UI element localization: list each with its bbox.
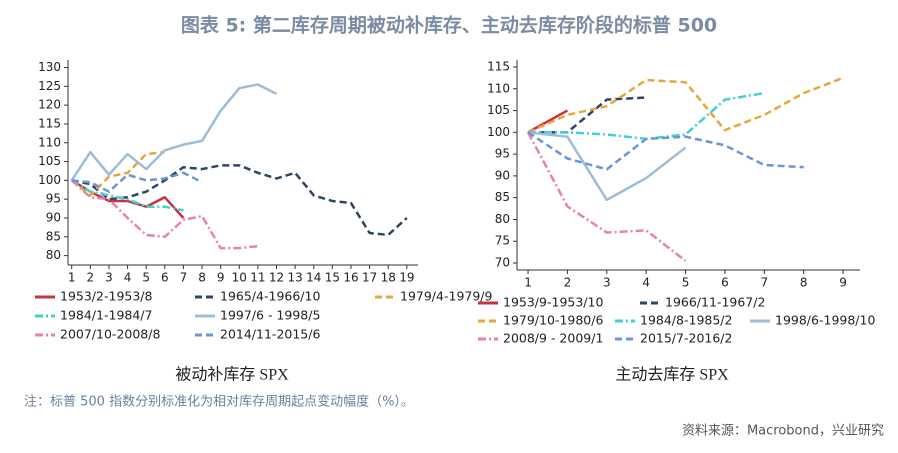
legend-label: 1998/6-1998/10 [775,313,875,328]
y-tick-label: 100 [38,173,61,187]
x-tick-label: 12 [269,271,284,285]
y-tick-label: 75 [495,234,510,248]
series-line [71,179,184,212]
y-tick-label: 110 [487,81,510,95]
y-tick-label: 70 [495,256,510,270]
series-line [527,76,844,134]
figure-title: 图表 5: 第二库存周期被动补库存、主动去库存阶段的标普 500 [181,14,717,37]
x-tick-label: 1 [524,276,532,290]
legend-label: 1984/8-1985/2 [640,313,732,328]
x-tick-label: 17 [362,271,377,285]
x-tick-label: 5 [142,271,150,285]
x-tick-label: 4 [124,271,132,285]
x-tick-label: 14 [306,271,321,285]
y-tick-label: 120 [38,98,61,112]
note: 注：标普 500 指数分别标准化为相对库存周期起点变动幅度（%）。 [24,394,414,410]
legend-label: 1979/4-1979/9 [400,289,493,304]
x-tick-label: 15 [325,271,340,285]
y-tick-label: 80 [46,248,61,262]
y-tick-label: 80 [495,212,510,226]
x-tick-label: 18 [381,271,396,285]
y-tick-label: 115 [487,59,510,73]
y-tick-label: 85 [46,229,61,243]
series-line [71,164,408,237]
legend-label: 1953/9-1953/10 [503,295,603,310]
legend-label: 1997/6 - 1998/5 [220,308,320,323]
x-tick-label: 6 [161,271,169,285]
x-tick-label: 1 [68,271,76,285]
x-tick-label: 9 [839,276,847,290]
x-tick-label: 3 [105,271,113,285]
y-tick-label: 110 [38,135,61,149]
legend-label: 1984/1-1984/7 [60,308,152,323]
legend-label: 1979/10-1980/6 [503,313,603,328]
series-line [70,179,259,250]
legend-label: 1966/11-1967/2 [665,295,765,310]
y-tick-label: 90 [495,168,510,182]
series-line [527,131,804,171]
series-line [528,96,647,134]
legend-label: 2008/9 - 2009/1 [503,331,603,346]
source: 资料来源：Macrobond，兴业研究 [682,424,884,439]
x-tick-label: 19 [399,271,414,285]
series-line [527,131,687,202]
y-tick-label: 85 [495,190,510,204]
y-tick-label: 95 [46,192,61,206]
x-tick-label: 16 [343,271,358,285]
x-tick-label: 5 [682,276,690,290]
x-tick-label: 9 [217,271,225,285]
y-tick-label: 115 [38,116,61,130]
legend-label: 2007/10-2008/8 [60,327,160,342]
legend-label: 1965/4-1966/10 [220,289,320,304]
x-tick-label: 7 [180,271,188,285]
legend-label: 2014/11-2015/6 [220,327,320,342]
x-tick-label: 10 [232,271,247,285]
x-tick-label: 2 [564,276,572,290]
x-tick-label: 8 [800,276,808,290]
x-tick-label: 7 [760,276,768,290]
x-tick-label: 6 [721,276,729,290]
legend-label: 1953/2-1953/8 [60,289,153,304]
x-tick-label: 11 [250,271,265,285]
x-tick-label: 4 [642,276,650,290]
y-tick-label: 105 [487,103,510,117]
y-tick-label: 90 [46,210,61,224]
y-tick-label: 105 [38,154,61,168]
series-line [71,171,203,193]
legend-label: 2015/7-2016/2 [640,331,732,346]
series-line [70,83,278,182]
series-line [527,109,569,134]
y-tick-label: 95 [495,147,510,161]
y-tick-label: 100 [487,125,510,139]
series-line [70,150,165,197]
x-tick-label: 8 [198,271,206,285]
x-tick-label: 2 [87,271,95,285]
y-tick-label: 125 [38,79,61,93]
x-tick-label: 3 [603,276,611,290]
chart-title: 主动去库存 SPX [615,366,729,384]
x-tick-label: 13 [287,271,302,285]
chart-title: 被动补库存 SPX [175,366,289,384]
y-tick-label: 130 [38,60,61,74]
series-line [526,131,687,262]
